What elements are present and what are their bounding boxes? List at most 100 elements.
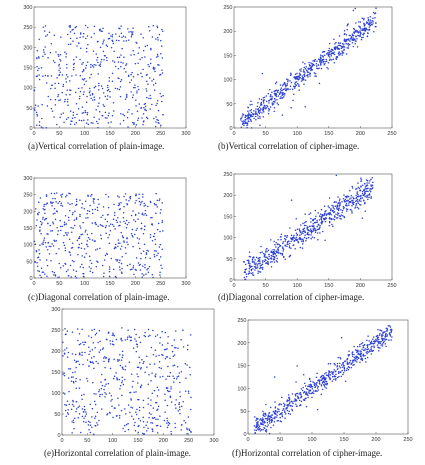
scatter-point bbox=[143, 205, 145, 207]
y-tick-label: 200 bbox=[223, 193, 232, 199]
scatter-point bbox=[256, 428, 259, 430]
scatter-point bbox=[272, 410, 275, 413]
scatter-point bbox=[123, 205, 125, 208]
scatter-point bbox=[325, 53, 328, 55]
scatter-point bbox=[250, 269, 253, 272]
scatter-point bbox=[164, 411, 166, 413]
scatter-point bbox=[272, 248, 274, 251]
scatter-point bbox=[359, 343, 361, 346]
scatter-point bbox=[72, 114, 74, 116]
scatter-point bbox=[334, 205, 337, 207]
scatter-point bbox=[167, 424, 170, 426]
scatter-point bbox=[343, 199, 346, 202]
scatter-point bbox=[286, 400, 288, 403]
scatter-point bbox=[327, 49, 330, 52]
scatter-point bbox=[81, 415, 84, 418]
scatter-point bbox=[186, 432, 188, 435]
scatter-point bbox=[38, 67, 40, 70]
scatter-point bbox=[351, 42, 354, 44]
scatter-point bbox=[84, 411, 87, 413]
scatter-point bbox=[107, 86, 109, 89]
scatter-point bbox=[335, 373, 337, 376]
scatter-point bbox=[256, 105, 259, 108]
scatter-point bbox=[261, 263, 264, 265]
scatter-point bbox=[89, 76, 91, 79]
scatter-point bbox=[315, 63, 318, 65]
scatter-point bbox=[346, 361, 349, 363]
scatter-point bbox=[170, 388, 172, 390]
scatter-point bbox=[269, 406, 272, 409]
scatter-point bbox=[117, 204, 120, 207]
scatter-point bbox=[45, 203, 47, 206]
scatter-point bbox=[95, 53, 98, 55]
scatter-point bbox=[352, 45, 355, 48]
scatter-point bbox=[38, 249, 40, 251]
scatter-point bbox=[264, 105, 266, 107]
scatter-point bbox=[264, 430, 267, 432]
scatter-point bbox=[286, 245, 288, 247]
scatter-point bbox=[81, 255, 84, 257]
scatter-point bbox=[296, 72, 298, 75]
scatter-point bbox=[166, 422, 168, 424]
scatter-point bbox=[321, 55, 323, 57]
scatter-point bbox=[287, 79, 289, 81]
scatter-point bbox=[34, 261, 36, 264]
scatter-point bbox=[45, 259, 48, 261]
scatter-point bbox=[321, 382, 324, 384]
scatter-point bbox=[364, 29, 367, 32]
scatter-point bbox=[317, 389, 320, 391]
scatter-point bbox=[288, 245, 291, 247]
scatter-point bbox=[289, 74, 292, 77]
scatter-point bbox=[139, 386, 142, 389]
scatter-point bbox=[298, 76, 300, 79]
scatter-point bbox=[123, 220, 125, 223]
scatter-point bbox=[320, 217, 322, 220]
scatter-point bbox=[159, 256, 162, 258]
scatter-point bbox=[311, 391, 314, 394]
scatter-point bbox=[57, 202, 59, 204]
scatter-point bbox=[146, 269, 148, 271]
scatter-point bbox=[353, 359, 355, 362]
scatter-point bbox=[87, 123, 90, 126]
scatter-point bbox=[161, 344, 164, 346]
scatter-point bbox=[111, 223, 114, 226]
scatter-point bbox=[334, 43, 336, 45]
scatter-point bbox=[254, 269, 256, 271]
scatter-point bbox=[44, 273, 46, 275]
scatter-point bbox=[76, 37, 78, 39]
scatter-point bbox=[370, 340, 373, 342]
scatter-point bbox=[360, 350, 362, 352]
scatter-point bbox=[87, 236, 90, 239]
scatter-point bbox=[334, 364, 336, 366]
scatter-point bbox=[273, 417, 276, 420]
scatter-point bbox=[151, 372, 153, 374]
scatter-point bbox=[338, 205, 341, 207]
scatter-point bbox=[57, 53, 59, 56]
scatter-point bbox=[317, 379, 319, 381]
scatter-point bbox=[79, 33, 82, 35]
scatter-point bbox=[82, 410, 85, 413]
scatter-point bbox=[361, 29, 364, 32]
scatter-point bbox=[123, 67, 125, 70]
scatter-point bbox=[282, 83, 285, 86]
scatter-point bbox=[75, 56, 77, 58]
scatter-point bbox=[359, 30, 361, 32]
scatter-point bbox=[120, 32, 123, 34]
scatter-point bbox=[75, 366, 77, 369]
scatter-point bbox=[137, 117, 140, 119]
scatter-point bbox=[142, 420, 145, 423]
scatter-point bbox=[299, 231, 302, 234]
scatter-point bbox=[119, 27, 121, 30]
scatter-point bbox=[137, 85, 139, 88]
scatter-point bbox=[34, 109, 36, 111]
scatter-point bbox=[281, 97, 283, 100]
scatter-point bbox=[66, 89, 68, 91]
scatter-point bbox=[338, 54, 340, 56]
scatter-point bbox=[89, 361, 92, 364]
scatter-point bbox=[60, 229, 62, 232]
scatter-point bbox=[137, 52, 139, 54]
scatter-point bbox=[256, 423, 258, 425]
scatter-point bbox=[84, 415, 87, 417]
scatter-point bbox=[248, 117, 250, 119]
scatter-point bbox=[275, 416, 278, 418]
